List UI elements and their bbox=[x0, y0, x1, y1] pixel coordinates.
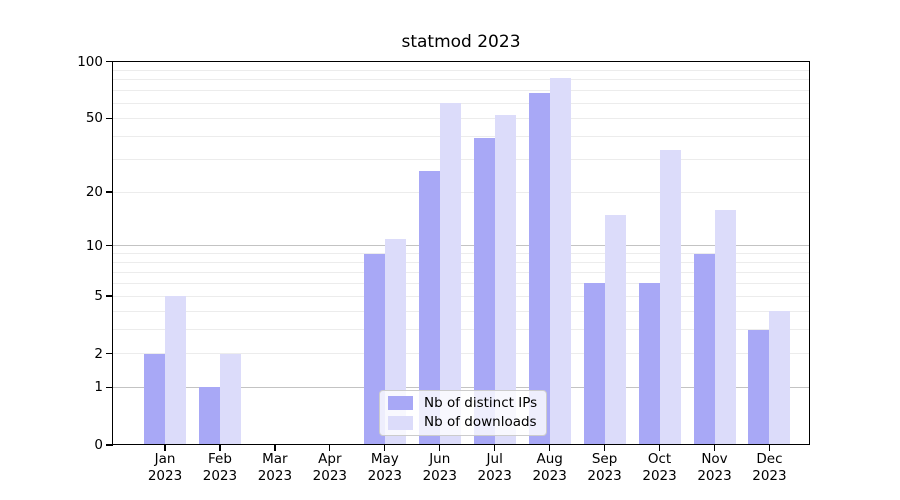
bar-nb-of-downloads-oct bbox=[659, 149, 681, 445]
gridline-minor bbox=[113, 271, 809, 273]
x-tick-label-dec: Dec 2023 bbox=[752, 451, 787, 484]
bar-nb-of-distinct-ips-sep bbox=[583, 283, 605, 445]
bar-nb-of-distinct-ips-jun bbox=[418, 171, 440, 445]
chart-title: statmod 2023 bbox=[401, 32, 521, 52]
bar-nb-of-downloads-aug bbox=[549, 77, 571, 445]
gridline-minor bbox=[113, 79, 809, 81]
x-tick bbox=[274, 445, 276, 451]
y-tick-label-2: 2 bbox=[94, 345, 103, 362]
gridline-minor bbox=[113, 191, 809, 193]
y-tick bbox=[106, 117, 113, 119]
y-tick-label-5: 5 bbox=[94, 288, 103, 305]
y-tick bbox=[106, 353, 113, 355]
x-tick-label-sep: Sep 2023 bbox=[587, 451, 622, 484]
legend: Nb of distinct IPs Nb of downloads bbox=[379, 390, 547, 436]
bar-nb-of-downloads-feb bbox=[219, 353, 241, 445]
y-tick bbox=[106, 60, 113, 63]
x-tick bbox=[329, 445, 331, 451]
bar-nb-of-distinct-ips-feb bbox=[198, 387, 220, 445]
y-tick-label-0: 0 bbox=[94, 437, 103, 453]
gridline-major bbox=[113, 245, 809, 247]
y-tick-label-1: 1 bbox=[94, 379, 103, 396]
bar-nb-of-distinct-ips-nov bbox=[693, 253, 715, 445]
x-tick-label-feb: Feb 2023 bbox=[202, 451, 238, 484]
x-tick-label-apr: Apr 2023 bbox=[312, 451, 348, 484]
x-tick bbox=[603, 445, 606, 451]
bar-nb-of-downloads-jan bbox=[165, 296, 186, 445]
x-tick-label-nov: Nov 2023 bbox=[697, 451, 732, 484]
x-tick bbox=[439, 445, 441, 451]
legend-swatch-distinct-ips bbox=[388, 396, 413, 411]
x-tick-label-jan: Jan 2023 bbox=[147, 451, 183, 484]
gridline-minor bbox=[113, 261, 809, 263]
y-tick-label-100: 100 bbox=[77, 53, 103, 70]
legend-item-downloads: Nb of downloads bbox=[380, 415, 546, 430]
bar-nb-of-downloads-nov bbox=[714, 209, 736, 445]
gridline-minor bbox=[113, 90, 809, 92]
legend-label-distinct-ips: Nb of distinct IPs bbox=[424, 394, 538, 411]
y-tick bbox=[106, 444, 113, 446]
x-tick-label-jul: Jul 2023 bbox=[477, 451, 512, 484]
gridline-minor bbox=[113, 353, 809, 355]
gridline-minor bbox=[113, 329, 809, 331]
x-tick bbox=[384, 445, 386, 451]
gridline-minor bbox=[113, 69, 809, 71]
gridline-minor bbox=[113, 253, 809, 255]
gridline-minor bbox=[113, 135, 809, 137]
bar-nb-of-downloads-sep bbox=[604, 214, 626, 445]
gridline-minor bbox=[113, 102, 809, 104]
gridline-major bbox=[113, 386, 809, 388]
gridline-major bbox=[113, 61, 809, 62]
x-tick bbox=[658, 445, 661, 451]
bar-nb-of-distinct-ips-aug bbox=[528, 93, 550, 445]
gridline-minor bbox=[113, 310, 809, 312]
y-tick-label-20: 20 bbox=[85, 184, 103, 200]
bar-nb-of-distinct-ips-dec bbox=[748, 329, 770, 445]
y-tick bbox=[106, 191, 113, 193]
x-tick-label-oct: Oct 2023 bbox=[642, 451, 677, 484]
y-tick-label-10: 10 bbox=[85, 237, 103, 254]
x-tick bbox=[219, 445, 221, 451]
gridline-minor bbox=[113, 282, 809, 284]
x-tick bbox=[494, 445, 496, 451]
y-tick bbox=[106, 295, 113, 297]
x-tick-label-mar: Mar 2023 bbox=[257, 451, 293, 484]
x-tick-label-jun: Jun 2023 bbox=[422, 451, 457, 484]
gridline-minor bbox=[113, 159, 809, 161]
x-tick bbox=[713, 445, 716, 451]
legend-swatch-downloads bbox=[388, 415, 413, 430]
bar-nb-of-distinct-ips-oct bbox=[638, 283, 660, 445]
gridline-minor bbox=[113, 117, 809, 119]
bar-nb-of-downloads-jul bbox=[494, 115, 516, 445]
legend-label-downloads: Nb of downloads bbox=[424, 414, 537, 431]
x-tick bbox=[549, 445, 551, 451]
bar-nb-of-distinct-ips-jul bbox=[473, 138, 495, 445]
y-tick bbox=[106, 386, 113, 389]
x-tick-label-aug: Aug 2023 bbox=[532, 451, 567, 484]
bar-nb-of-downloads-dec bbox=[769, 311, 791, 445]
y-tick bbox=[106, 245, 113, 247]
x-tick bbox=[768, 445, 771, 451]
y-tick-label-50: 50 bbox=[85, 110, 103, 127]
legend-item-distinct-ips: Nb of distinct IPs bbox=[380, 394, 546, 411]
x-tick-label-may: May 2023 bbox=[367, 451, 402, 484]
x-tick bbox=[164, 445, 166, 451]
bar-nb-of-downloads-jun bbox=[439, 103, 461, 445]
gridline-minor bbox=[113, 295, 809, 297]
bar-nb-of-distinct-ips-jan bbox=[144, 353, 165, 445]
